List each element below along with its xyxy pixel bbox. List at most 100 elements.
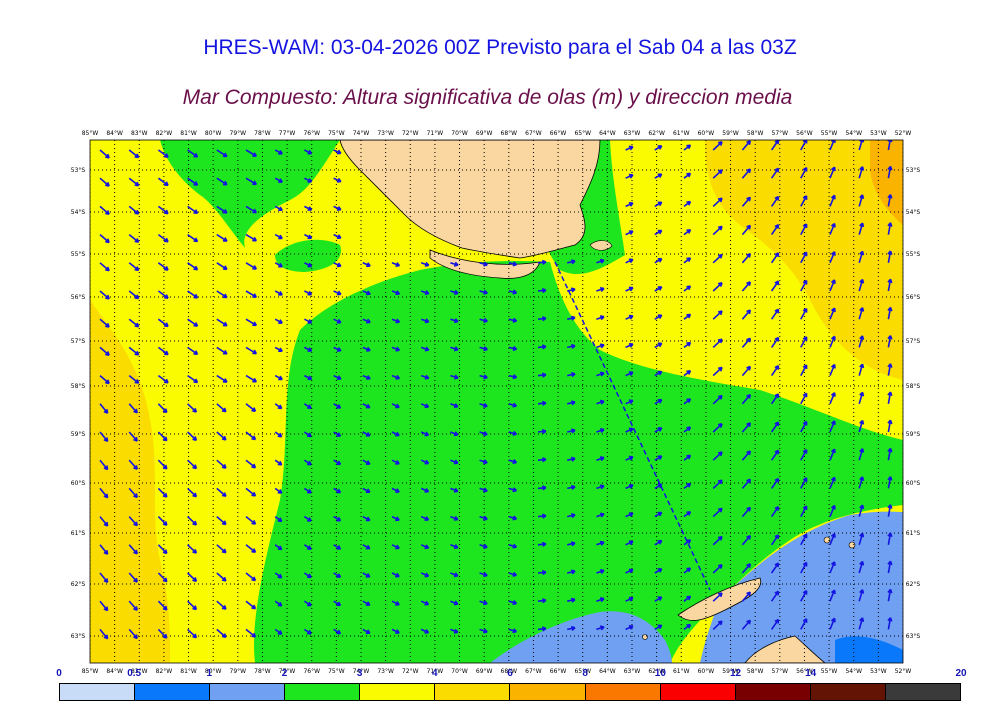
- wave-arrow: [741, 196, 751, 207]
- wave-arrow: [770, 252, 780, 264]
- wave-arrow: [741, 619, 751, 630]
- lon-tick-label: 56°W: [796, 668, 813, 675]
- wave-arrow-head: [193, 293, 199, 299]
- wave-arrow-head: [717, 423, 723, 428]
- wave-arrow-head: [717, 620, 723, 626]
- wave-arrow-head: [134, 181, 140, 187]
- wave-arrow-head: [570, 625, 576, 631]
- wave-arrow: [99, 262, 110, 272]
- wave-arrow-head: [774, 280, 780, 286]
- wave-arrow-head: [483, 317, 488, 323]
- lon-tick-label: 75°W: [328, 130, 345, 137]
- wave-arrow-head: [887, 588, 893, 594]
- lon-tick-label: 73°W: [377, 130, 394, 137]
- wave-arrow: [128, 290, 140, 300]
- wave-arrow: [712, 620, 723, 630]
- wave-arrow-head: [307, 206, 313, 211]
- wave-arrow: [887, 532, 892, 545]
- wave-arrow-head: [830, 335, 836, 341]
- wave-zone-6-8: [870, 140, 903, 225]
- wave-arrow-head: [483, 261, 488, 267]
- lon-tick-label: 78°W: [254, 668, 271, 675]
- wave-arrow-head: [541, 372, 547, 378]
- wave-arrow-head: [453, 459, 459, 465]
- lon-tick-label: 74°W: [353, 668, 370, 675]
- lat-tick-label: 58°S: [71, 383, 86, 390]
- wave-arrow: [741, 309, 751, 320]
- wave-arrow-head: [887, 391, 893, 397]
- legend-label: 4: [432, 668, 438, 679]
- wave-zone-1-2-south: [490, 611, 672, 663]
- lon-tick-label: 70°W: [451, 130, 468, 137]
- wave-arrow: [245, 515, 256, 525]
- wave-arrow-head: [483, 431, 488, 437]
- wave-arrow-head: [336, 545, 342, 550]
- wave-arrow: [858, 448, 864, 461]
- wave-arrow-head: [599, 343, 605, 349]
- wave-arrow-head: [774, 618, 780, 624]
- lon-tick-label: 77°W: [279, 668, 296, 675]
- wave-arrow-head: [599, 371, 605, 377]
- wave-arrow: [712, 536, 723, 546]
- wave-arrow: [829, 166, 836, 179]
- wave-arrow: [770, 196, 780, 207]
- wave-arrow-head: [278, 319, 283, 324]
- wave-arrow-head: [453, 346, 459, 352]
- wave-arrow-head: [103, 606, 109, 612]
- wave-arrow-head: [483, 459, 488, 465]
- wave-arrow-head: [859, 278, 865, 284]
- wave-arrow-head: [570, 597, 576, 603]
- wave-arrow-head: [133, 634, 138, 640]
- wave-arrow-head: [599, 399, 605, 405]
- wave-arrow: [887, 589, 892, 602]
- wave-arrow: [800, 280, 808, 292]
- wave-arrow-head: [252, 208, 258, 214]
- wave-arrow: [741, 563, 751, 574]
- wave-arrow-head: [887, 476, 893, 481]
- wave-arrow-head: [192, 407, 198, 413]
- wave-arrow: [157, 487, 168, 498]
- wave-arrow-head: [307, 149, 313, 155]
- wave-arrow-head: [453, 600, 459, 606]
- wave-arrow-head: [657, 314, 663, 319]
- wave-arrow-head: [657, 398, 663, 404]
- wave-arrow-head: [802, 307, 808, 313]
- wave-arrow-head: [395, 403, 400, 409]
- wave-arrow: [712, 141, 723, 151]
- wave-arrow-head: [424, 374, 430, 380]
- wave-arrow: [712, 564, 723, 574]
- wave-arrow: [829, 335, 836, 348]
- wave-arrow-head: [192, 633, 198, 639]
- wave-arrow-head: [541, 400, 547, 406]
- wave-arrow: [770, 534, 780, 546]
- lon-tick-label: 58°W: [747, 668, 764, 675]
- wave-arrow-head: [859, 166, 865, 171]
- wave-arrow-head: [599, 512, 605, 518]
- wave-arrow-head: [686, 454, 692, 460]
- wave-arrow-head: [163, 265, 169, 271]
- wave-arrow-head: [105, 238, 110, 244]
- wave-arrow-head: [252, 349, 258, 355]
- wave-arrow-head: [163, 209, 169, 215]
- wave-arrow-head: [746, 281, 752, 287]
- lon-tick-label: 74°W: [353, 130, 370, 137]
- wave-arrow-head: [570, 541, 576, 547]
- wave-arrow-head: [278, 178, 283, 183]
- wave-arrow-head: [599, 427, 605, 433]
- wave-arrow: [829, 307, 836, 320]
- lon-tick-label: 61°W: [673, 130, 690, 137]
- lon-tick-label: 64°W: [599, 668, 616, 675]
- wave-arrow-head: [830, 251, 836, 256]
- wave-arrow-head: [307, 404, 312, 410]
- wave-arrow: [187, 544, 197, 554]
- wave-arrow: [858, 392, 864, 405]
- wave-arrow: [712, 507, 723, 518]
- wave-arrow: [157, 628, 168, 639]
- wave-arrow-head: [774, 224, 780, 229]
- wave-arrow: [829, 476, 836, 489]
- wave-arrow-head: [133, 521, 138, 527]
- wave-arrow-head: [570, 343, 576, 349]
- wave-arrow: [187, 459, 197, 470]
- wave-arrow-head: [512, 345, 518, 352]
- wave-arrow-head: [105, 351, 110, 356]
